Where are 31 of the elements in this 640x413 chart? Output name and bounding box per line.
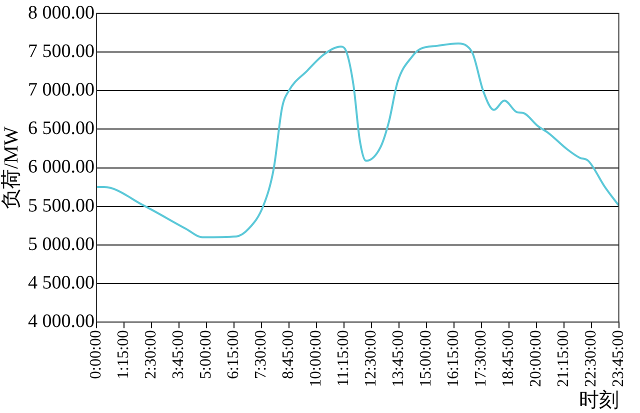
x-tick-label: 5:00:00	[198, 330, 215, 379]
x-tick-label: 12:30:00	[362, 330, 380, 387]
x-tick-label: 21:15:00	[555, 330, 572, 387]
x-tick-label: 15:00:00	[418, 330, 435, 387]
y-tick-label: 5 000.00	[28, 234, 94, 255]
x-tick-label: 3:45:00	[170, 330, 188, 379]
x-tick-label: 13:45:00	[390, 330, 408, 387]
x-tick-label: 2:30:00	[142, 330, 160, 379]
x-tick-label: 6:15:00	[225, 330, 242, 379]
y-tick-label: 4 500.00	[28, 272, 94, 294]
x-axis-title: 时刻	[578, 389, 619, 412]
x-tick-label: 22:30:00	[582, 330, 600, 387]
x-tick-label: 7:30:00	[252, 330, 270, 379]
x-tick-label: 8:45:00	[280, 330, 298, 379]
x-tick-label: 18:45:00	[500, 330, 518, 387]
y-tick-label: 6 000.00	[28, 156, 94, 178]
x-tick-label: 17:30:00	[472, 330, 490, 387]
x-tick-label: 11:15:00	[335, 330, 352, 386]
y-tick-label: 6 500.00	[28, 118, 94, 140]
y-tick-label: 8 000.00	[28, 2, 94, 24]
y-axis-title: 负荷/MW	[0, 126, 22, 209]
y-tick-label: 5 500.00	[28, 195, 94, 216]
x-tick-label: 1:15:00	[115, 330, 132, 379]
x-tick-label: 20:00:00	[528, 330, 545, 387]
x-tick-label: 10:00:00	[308, 330, 325, 387]
y-tick-label: 7 500.00	[28, 40, 94, 62]
x-tick-label: 0:00:00	[88, 330, 105, 379]
x-tick-label: 23:45:00	[610, 330, 628, 387]
line-series	[96, 42, 619, 238]
x-tick-label: 16:15:00	[445, 330, 462, 387]
y-tick-label: 7 000.00	[28, 80, 94, 101]
